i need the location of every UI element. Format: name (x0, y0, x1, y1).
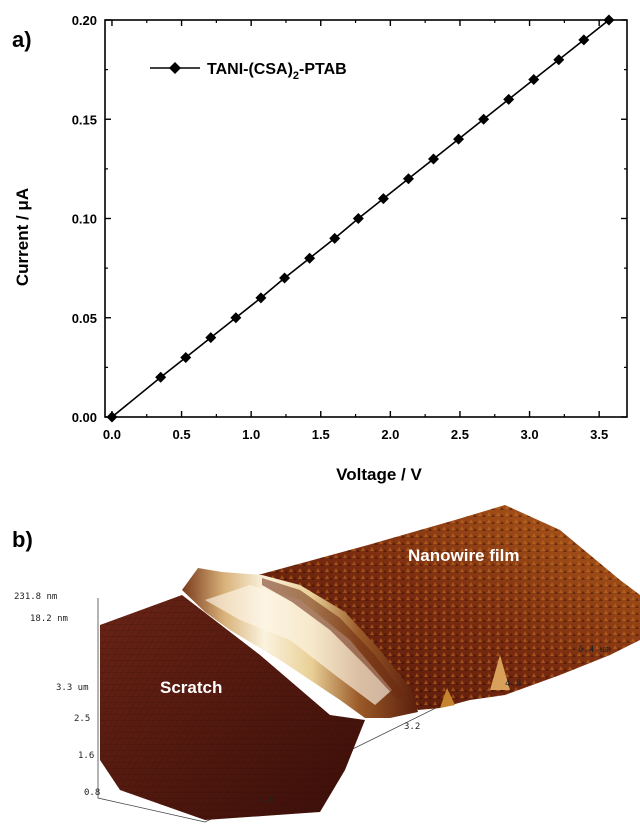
ridge-groove (262, 578, 405, 700)
data-point-diamond (478, 113, 490, 125)
x-tick-label: 0.0 (103, 427, 121, 442)
data-point-diamond (578, 34, 590, 46)
x-tick-label: 3.0 (521, 427, 539, 442)
series-line (111, 19, 610, 418)
nanowire-film-annotation: Nanowire film (408, 546, 519, 565)
x-tick-label: 1.5 (312, 427, 330, 442)
scratch-annotation: Scratch (160, 678, 222, 697)
afm-topography-image: b) Scratch Nanowire film 231.8 nm 18.2 n… (12, 505, 640, 823)
nanowire-film-texture (258, 505, 640, 710)
x-tick-label: 2.5 (451, 427, 469, 442)
data-point-diamond (304, 252, 316, 264)
y-tick-label: 0.20 (72, 13, 97, 28)
y-tick-label: 0.00 (72, 410, 97, 425)
y-depth-label-1: 3.3 um (56, 683, 89, 693)
data-point-diamond (503, 93, 515, 105)
z-label-min: 18.2 nm (30, 614, 68, 624)
x-front-label-1: 1.6 (258, 795, 274, 805)
data-point-diamond (230, 312, 242, 324)
legend-label: TANI-(CSA)2-PTAB (207, 61, 347, 82)
data-point-diamond (180, 351, 192, 363)
x-tick-label: 0.5 (173, 427, 191, 442)
x-tick-label: 3.5 (590, 427, 608, 442)
y-depth-label-3: 1.6 (78, 751, 94, 761)
x-front-label-4: 6.4 um (578, 645, 611, 655)
data-point-diamond (205, 332, 217, 344)
legend-label-main: TANI-(CSA) (207, 61, 293, 78)
film-peak-small (440, 688, 455, 708)
y-tick-label: 0.10 (72, 212, 97, 227)
data-point-diamond (155, 371, 167, 383)
y-axis-title: Current / μA (13, 188, 32, 286)
x-axis-ticks: 0.0 0.5 1.0 1.5 2.0 2.5 3.0 3.5 (103, 20, 608, 442)
panel-a-label: a) (12, 27, 32, 52)
iv-chart: a) 0.0 0.5 1.0 1.5 2.0 2.5 3.0 3.5 0.00 0.05 0.10… (12, 13, 628, 484)
x-front-label-2: 3.2 (404, 722, 420, 732)
y-depth-label-4: 0.8 (84, 788, 100, 798)
scratch-floor-grid (100, 595, 365, 820)
data-point-diamond (279, 272, 291, 284)
legend-label-subscript: 2 (293, 70, 299, 82)
legend-marker (169, 62, 181, 74)
x-tick-label: 2.0 (381, 427, 399, 442)
y-tick-label: 0.05 (72, 311, 97, 326)
data-point-diamond (553, 54, 565, 66)
data-point-diamond (402, 173, 414, 185)
data-point-diamond (428, 153, 440, 165)
x-axis-title: Voltage / V (336, 465, 422, 484)
data-point-diamond (453, 133, 465, 145)
data-point-diamond (603, 14, 615, 26)
data-point-diamond (528, 74, 540, 86)
film-peak (490, 655, 510, 690)
legend-label-suffix: -PTAB (299, 61, 347, 78)
y-depth-label-2: 2.5 (74, 714, 90, 724)
legend: TANI-(CSA)2-PTAB (150, 61, 347, 82)
panel-b-label: b) (12, 527, 33, 552)
afm-left-axis (97, 598, 206, 823)
data-point-diamond (255, 292, 267, 304)
y-tick-label: 0.15 (72, 112, 97, 127)
z-label-max: 231.8 nm (14, 592, 57, 602)
data-point-diamond (352, 213, 364, 224)
x-front-label-3: 4.8 (505, 679, 521, 689)
data-point-diamond (377, 193, 389, 205)
series-layer (106, 14, 615, 423)
x-tick-label: 1.0 (242, 427, 260, 442)
y-axis-ticks: 0.00 0.05 0.10 0.15 0.20 (72, 13, 627, 425)
ridge-highlight (205, 585, 392, 705)
data-point-diamond (106, 411, 118, 423)
data-point-diamond (329, 232, 341, 244)
